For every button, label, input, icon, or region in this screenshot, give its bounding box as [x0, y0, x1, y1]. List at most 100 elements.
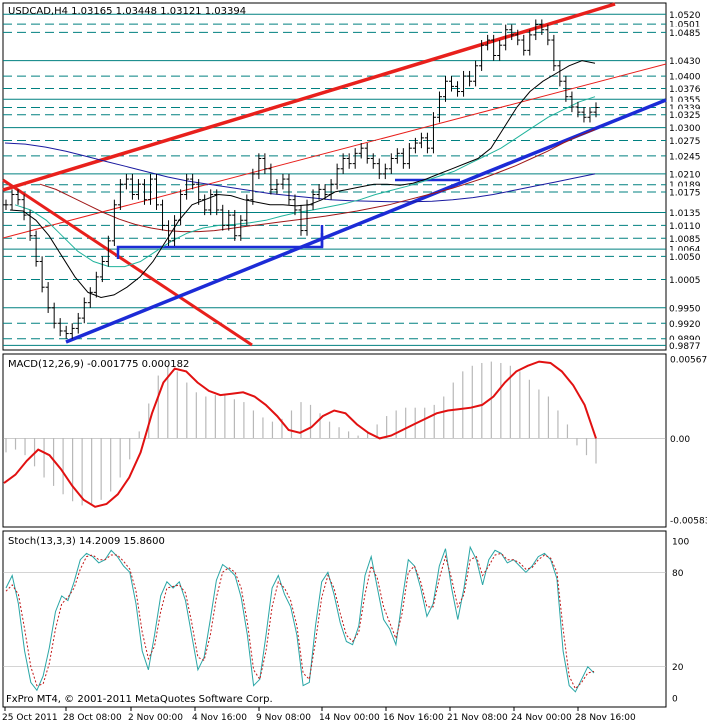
- price-bar: [557, 60, 563, 87]
- red-channel-lower: [2, 63, 667, 239]
- stoch-tick-label: 0: [672, 695, 678, 705]
- price-bar: [503, 24, 509, 51]
- price-tick-label: 1.0064: [669, 246, 701, 256]
- price-bar: [515, 29, 521, 46]
- price-bar: [268, 163, 274, 195]
- stoch-signal-line: [5, 552, 595, 690]
- price-bar: [196, 179, 202, 205]
- price-bar: [430, 112, 436, 154]
- stoch-main-line: [5, 545, 595, 693]
- price-bar: [322, 184, 328, 200]
- price-bar: [424, 132, 430, 154]
- stoch-lines: [5, 545, 595, 693]
- ma-fast-line: [9, 60, 596, 299]
- price-bar: [226, 209, 232, 231]
- time-tick-label: 9 Nov 08:00: [256, 713, 311, 723]
- price-tick-label: 1.0135: [669, 209, 701, 219]
- price-tick-bg: [667, 207, 707, 219]
- price-bar: [545, 24, 551, 46]
- price-bar: [442, 76, 448, 102]
- price-tick-label: 1.0501: [669, 21, 701, 31]
- price-bar: [111, 199, 117, 247]
- time-tick-label: 2 Nov 00:00: [128, 713, 183, 723]
- price-bar: [563, 76, 569, 102]
- price-bar: [292, 194, 298, 216]
- price-bar: [418, 132, 424, 149]
- stoch-tick-label: 100: [672, 537, 689, 547]
- price-bar: [334, 163, 340, 190]
- price-tick-label: 1.0245: [669, 152, 701, 162]
- price-panel-frame: [2, 2, 667, 351]
- price-bar: [154, 173, 160, 210]
- price-bar: [394, 148, 400, 164]
- price-bar: [117, 179, 123, 210]
- price-bar: [99, 256, 105, 283]
- price-tick-label: 1.0175: [669, 188, 701, 198]
- price-bar: [587, 106, 593, 123]
- price-gridlines: [3, 13, 666, 346]
- time-tick-label: 21 Nov 08:00: [447, 713, 508, 723]
- price-bar: [491, 34, 497, 61]
- price-tick-label: 1.0520: [669, 11, 701, 21]
- price-bar: [382, 163, 388, 180]
- time-tick-label: 16 Nov 16:00: [383, 713, 444, 723]
- ma-slow-line: [39, 129, 596, 233]
- price-tick-label: 1.0050: [669, 253, 701, 263]
- price-tick-bg: [667, 339, 707, 351]
- price-bar: [129, 173, 135, 200]
- price-trendlines: [2, 2, 667, 347]
- price-bar: [533, 19, 539, 41]
- price-bar: [346, 153, 352, 169]
- stoch-header: Stoch(13,3,3) 14.2009 15.8600: [8, 536, 165, 547]
- price-bar: [593, 102, 599, 118]
- symbol-header: USDCAD,H4 1.03165 1.03448 1.03121 1.0339…: [8, 6, 246, 17]
- price-bar: [581, 106, 587, 123]
- price-tick-bg: [667, 168, 707, 180]
- price-tick-bg: [667, 82, 707, 94]
- price-bar: [539, 19, 545, 35]
- price-tick-bg: [667, 109, 707, 121]
- price-tick-label: 1.0085: [669, 235, 701, 245]
- price-tick-label: 1.0325: [669, 111, 701, 121]
- price-tick-bg: [667, 333, 707, 345]
- price-bar: [93, 271, 99, 298]
- time-axis: 25 Oct 2011 28 Oct 08:00 2 Nov 00:00 4 Nov …: [2, 707, 636, 723]
- price-tick-bg: [667, 232, 707, 244]
- price-bar: [172, 215, 178, 247]
- price-bar: [575, 101, 581, 118]
- price-bar: [45, 282, 51, 313]
- price-bar: [87, 287, 93, 308]
- price-bar: [286, 173, 292, 205]
- macd-header: MACD(12,26,9) -0.001775 0.000182: [8, 359, 189, 370]
- price-tick-bg: [667, 26, 707, 38]
- price-tick-label: 1.0485: [669, 29, 701, 39]
- price-tick-bg: [667, 102, 707, 113]
- macd-axis-labels: 0.005675 0.00 -0.005837: [670, 356, 707, 527]
- price-tick-bg: [667, 134, 707, 146]
- moving-averages: [4, 60, 596, 299]
- price-bar: [274, 179, 280, 195]
- price-bar: [160, 199, 166, 231]
- stoch-panel-frame: [2, 530, 667, 708]
- price-bar: [39, 256, 45, 293]
- red-downtrend-line: [2, 178, 253, 347]
- price-tick-bg: [667, 317, 707, 329]
- price-bar: [57, 318, 63, 337]
- price-bar: [262, 153, 268, 174]
- price-tick-bg: [667, 122, 707, 134]
- price-tick-bg: [667, 93, 707, 105]
- price-bar: [436, 91, 442, 123]
- price-axis-labels: 1.05201.05011.04851.04301.04001.03761.03…: [667, 8, 707, 352]
- price-bar: [33, 230, 39, 267]
- price-tick-bg: [667, 150, 707, 162]
- blue-uptrend-line: [65, 98, 667, 344]
- price-bar: [449, 76, 455, 92]
- price-bar: [473, 60, 479, 87]
- price-bar: [304, 199, 310, 236]
- price-bar: [352, 148, 358, 169]
- time-tick-label: 24 Nov 00:00: [511, 713, 572, 723]
- price-bar: [370, 153, 376, 169]
- price-panel: 1.05201.05011.04851.04301.04001.03761.03…: [2, 2, 707, 352]
- price-bar: [75, 312, 81, 334]
